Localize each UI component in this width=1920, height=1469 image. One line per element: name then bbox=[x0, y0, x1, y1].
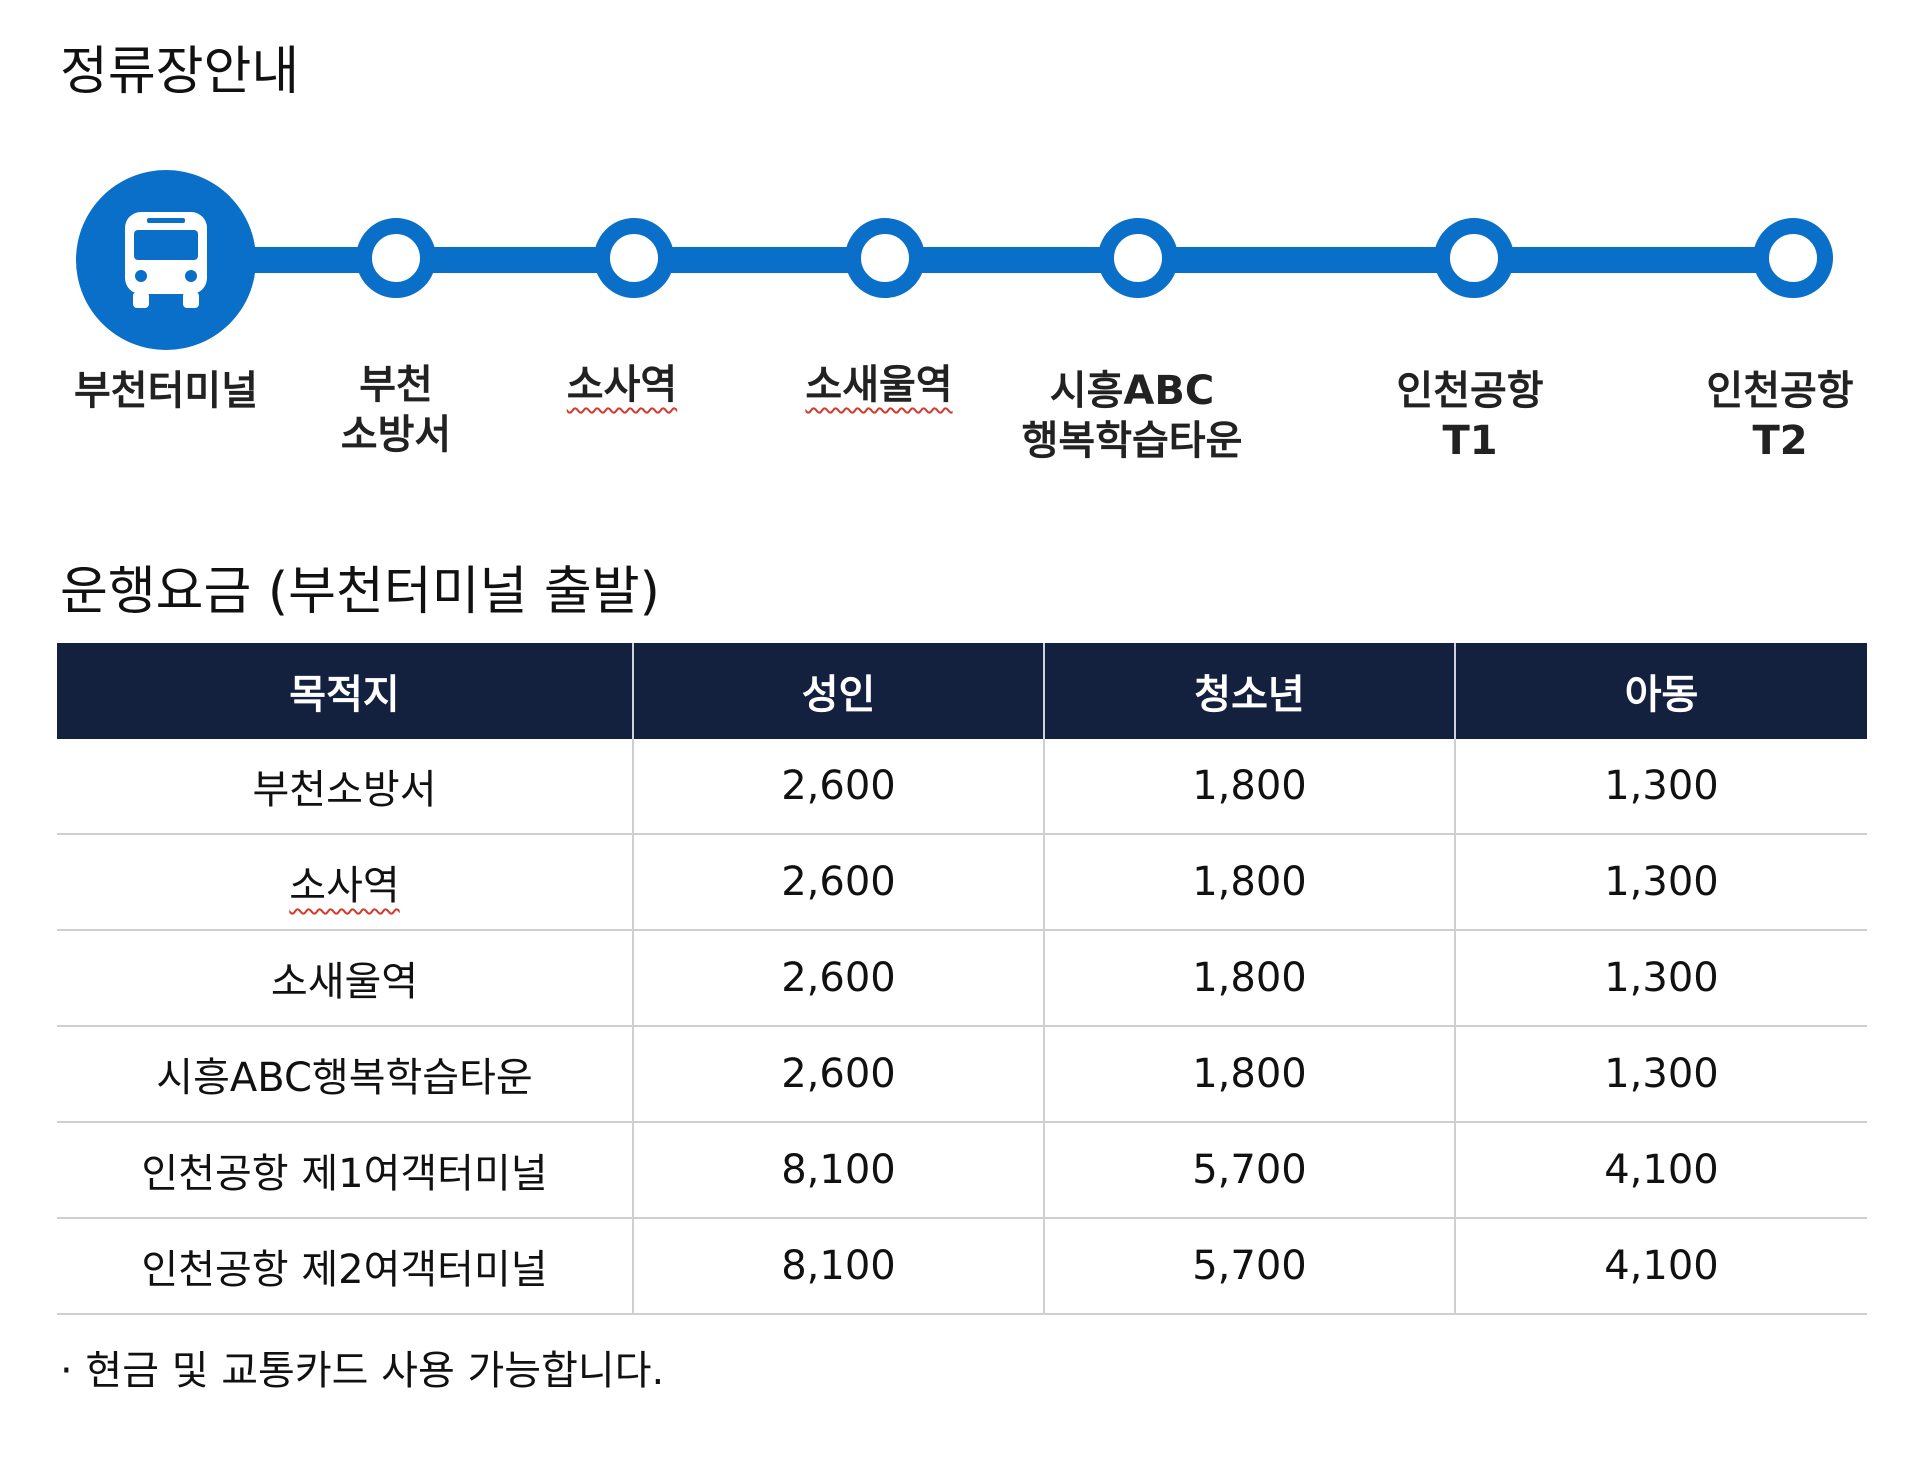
stop-label-line: 시흥ABC bbox=[1049, 368, 1215, 414]
adult-fare-cell: 2,600 bbox=[633, 1026, 1045, 1123]
child-fare-cell: 1,300 bbox=[1455, 834, 1867, 931]
stop-marker-4 bbox=[845, 218, 925, 298]
table-row: 소새울역 2,600 1,800 1,300 bbox=[57, 930, 1867, 1027]
column-header-adult: 성인 bbox=[633, 643, 1045, 739]
stop-label-line: 행복학습타운 bbox=[1021, 418, 1243, 464]
destination-text: 소사역 bbox=[289, 863, 400, 909]
destination-cell: 시흥ABC행복학습타운 bbox=[57, 1026, 634, 1123]
fare-section-title: 운행요금 (부천터미널 출발) bbox=[60, 562, 660, 622]
destination-cell: 인천공항 제2여객터미널 bbox=[57, 1218, 634, 1315]
column-header-youth: 청소년 bbox=[1044, 643, 1456, 739]
stop-label-line: T1 bbox=[1442, 418, 1498, 464]
stop-marker-2 bbox=[356, 218, 436, 298]
stop-label-line: 소방서 bbox=[340, 412, 452, 458]
origin-stop-marker bbox=[76, 170, 256, 350]
stop-label-incheon-airport-t2: 인천공항 T2 bbox=[1640, 366, 1920, 466]
table-row: 소사역 2,600 1,800 1,300 bbox=[57, 834, 1867, 931]
child-fare-cell: 1,300 bbox=[1455, 930, 1867, 1027]
table-row: 시흥ABC행복학습타운 2,600 1,800 1,300 bbox=[57, 1026, 1867, 1123]
stop-label-line: 소사역 bbox=[566, 362, 678, 408]
youth-fare-cell: 1,800 bbox=[1044, 930, 1456, 1027]
adult-fare-cell: 8,100 bbox=[633, 1218, 1045, 1315]
adult-fare-cell: 2,600 bbox=[633, 739, 1045, 835]
stop-label-bucheon-fire-station: 부천 소방서 bbox=[256, 360, 536, 460]
stop-marker-5 bbox=[1098, 218, 1178, 298]
route-map: 부천터미널 부천 소방서 소사역 소새울역 시흥ABC 행복학습타운 인천공항 … bbox=[0, 0, 1920, 520]
stop-marker-3 bbox=[594, 218, 674, 298]
stop-label-bucheon-terminal: 부천터미널 bbox=[26, 366, 306, 416]
table-row: 인천공항 제2여객터미널 8,100 5,700 4,100 bbox=[57, 1218, 1867, 1315]
child-fare-cell: 4,100 bbox=[1455, 1218, 1867, 1315]
youth-fare-cell: 1,800 bbox=[1044, 739, 1456, 835]
table-row: 인천공항 제1여객터미널 8,100 5,700 4,100 bbox=[57, 1122, 1867, 1219]
fare-table: 목적지 성인 청소년 아동 부천소방서 2,600 1,800 1,300 소사… bbox=[57, 643, 1867, 1315]
stop-label-siheung-abc: 시흥ABC 행복학습타운 bbox=[992, 366, 1272, 466]
column-header-child: 아동 bbox=[1455, 643, 1867, 739]
column-header-destination: 목적지 bbox=[57, 643, 634, 739]
destination-cell: 부천소방서 bbox=[57, 739, 634, 835]
stop-marker-6 bbox=[1434, 218, 1514, 298]
stop-label-line: 인천공항 bbox=[1396, 368, 1544, 414]
stop-label-line: 부천터미널 bbox=[74, 368, 258, 414]
destination-cell: 인천공항 제1여객터미널 bbox=[57, 1122, 634, 1219]
payment-note: · 현금 및 교통카드 사용 가능합니다. bbox=[60, 1348, 665, 1394]
stop-label-sosa-station: 소사역 bbox=[482, 360, 762, 410]
adult-fare-cell: 2,600 bbox=[633, 930, 1045, 1027]
stop-label-incheon-airport-t1: 인천공항 T1 bbox=[1330, 366, 1610, 466]
child-fare-cell: 1,300 bbox=[1455, 1026, 1867, 1123]
bus-icon bbox=[125, 212, 207, 308]
stop-label-sosaeul-station: 소새울역 bbox=[739, 360, 1019, 410]
stops-section-title: 정류장안내 bbox=[60, 42, 300, 102]
stop-label-line: 인천공항 bbox=[1706, 368, 1854, 414]
stop-label-line: T2 bbox=[1752, 418, 1808, 464]
stop-marker-7 bbox=[1753, 218, 1833, 298]
fare-table-header: 목적지 성인 청소년 아동 bbox=[57, 643, 1867, 739]
adult-fare-cell: 2,600 bbox=[633, 834, 1045, 931]
youth-fare-cell: 1,800 bbox=[1044, 834, 1456, 931]
adult-fare-cell: 8,100 bbox=[633, 1122, 1045, 1219]
child-fare-cell: 1,300 bbox=[1455, 739, 1867, 835]
destination-cell: 소사역 bbox=[57, 834, 634, 931]
youth-fare-cell: 5,700 bbox=[1044, 1122, 1456, 1219]
youth-fare-cell: 1,800 bbox=[1044, 1026, 1456, 1123]
stop-label-line: 부천 bbox=[359, 362, 433, 408]
table-row: 부천소방서 2,600 1,800 1,300 bbox=[57, 739, 1867, 835]
stop-label-line: 소새울역 bbox=[805, 362, 953, 408]
destination-cell: 소새울역 bbox=[57, 930, 634, 1027]
youth-fare-cell: 5,700 bbox=[1044, 1218, 1456, 1315]
child-fare-cell: 4,100 bbox=[1455, 1122, 1867, 1219]
